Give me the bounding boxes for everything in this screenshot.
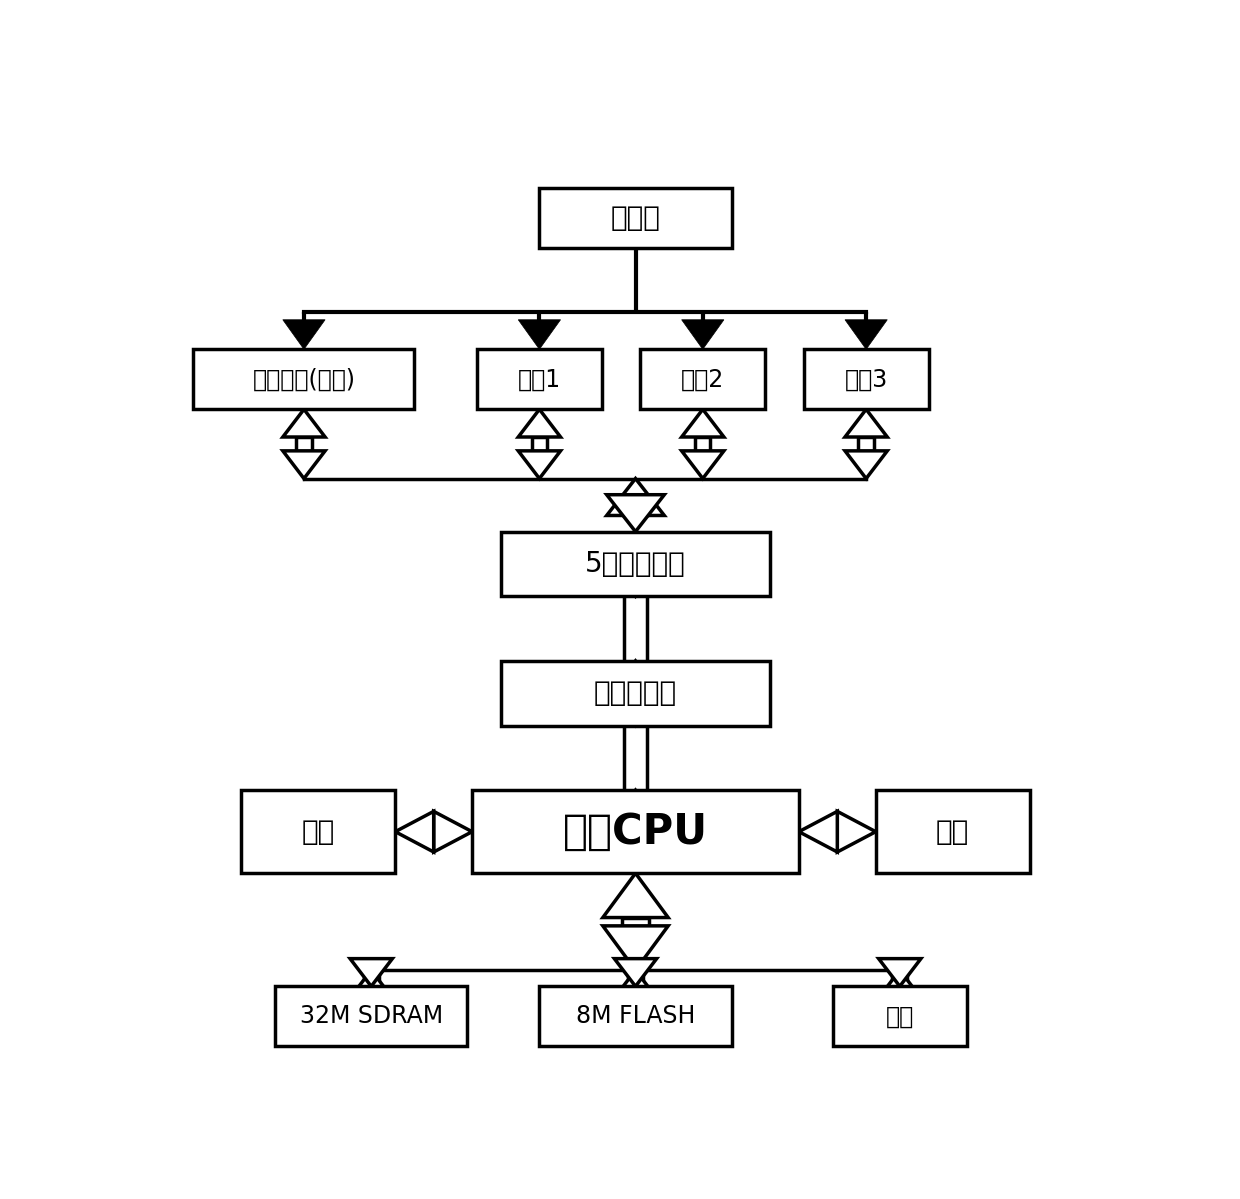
- Polygon shape: [606, 790, 665, 827]
- Polygon shape: [799, 812, 837, 852]
- Polygon shape: [844, 451, 888, 478]
- Polygon shape: [682, 320, 724, 349]
- Bar: [832, 987, 967, 1047]
- Bar: [624, 688, 647, 827]
- Bar: [804, 349, 929, 409]
- Text: 32M SDRAM: 32M SDRAM: [300, 1005, 443, 1029]
- Polygon shape: [350, 959, 392, 987]
- Text: 8M FLASH: 8M FLASH: [575, 1005, 696, 1029]
- Text: 网口3: 网口3: [844, 367, 888, 391]
- Polygon shape: [434, 812, 472, 852]
- Polygon shape: [837, 812, 875, 852]
- Polygon shape: [614, 959, 657, 987]
- Bar: [472, 790, 799, 873]
- Bar: [640, 349, 765, 409]
- Polygon shape: [606, 478, 665, 516]
- Bar: [622, 917, 649, 926]
- Polygon shape: [518, 451, 560, 478]
- Text: 按键: 按键: [936, 818, 970, 845]
- Bar: [539, 987, 732, 1047]
- Polygon shape: [844, 320, 888, 349]
- Bar: [242, 790, 396, 873]
- Bar: [875, 790, 1029, 873]
- Polygon shape: [283, 451, 325, 478]
- Polygon shape: [603, 873, 668, 917]
- Text: 总线板: 总线板: [610, 204, 661, 231]
- Polygon shape: [606, 688, 665, 725]
- Polygon shape: [606, 661, 665, 698]
- Bar: [363, 959, 379, 998]
- Bar: [624, 495, 647, 516]
- Bar: [477, 349, 601, 409]
- Polygon shape: [879, 959, 921, 987]
- Polygon shape: [518, 320, 560, 349]
- Text: 网口2: 网口2: [681, 367, 724, 391]
- Bar: [532, 436, 547, 451]
- Polygon shape: [606, 495, 665, 531]
- Bar: [539, 188, 732, 248]
- Bar: [501, 531, 770, 596]
- Bar: [627, 959, 644, 998]
- Bar: [275, 987, 467, 1047]
- Polygon shape: [682, 409, 724, 436]
- Polygon shape: [283, 409, 325, 436]
- Polygon shape: [614, 970, 657, 998]
- Text: 网络控制器: 网络控制器: [594, 679, 677, 707]
- Text: 5口交换芯片: 5口交换芯片: [585, 550, 686, 578]
- Text: 第二CPU: 第二CPU: [563, 811, 708, 852]
- Text: 时钟: 时钟: [885, 1005, 914, 1029]
- Polygon shape: [844, 409, 888, 436]
- Polygon shape: [518, 409, 560, 436]
- Bar: [193, 349, 414, 409]
- Bar: [892, 959, 908, 998]
- Polygon shape: [606, 559, 665, 596]
- Polygon shape: [350, 970, 392, 998]
- Text: 网口1: 网口1: [518, 367, 560, 391]
- Polygon shape: [603, 926, 668, 970]
- Bar: [501, 661, 770, 725]
- Polygon shape: [396, 812, 434, 852]
- Text: 调试网口(对外): 调试网口(对外): [253, 367, 356, 391]
- Polygon shape: [879, 970, 921, 998]
- Polygon shape: [682, 451, 724, 478]
- Bar: [858, 436, 874, 451]
- Bar: [696, 436, 711, 451]
- Text: 液晶: 液晶: [301, 818, 335, 845]
- Polygon shape: [283, 320, 325, 349]
- Bar: [296, 436, 311, 451]
- Bar: [624, 559, 647, 698]
